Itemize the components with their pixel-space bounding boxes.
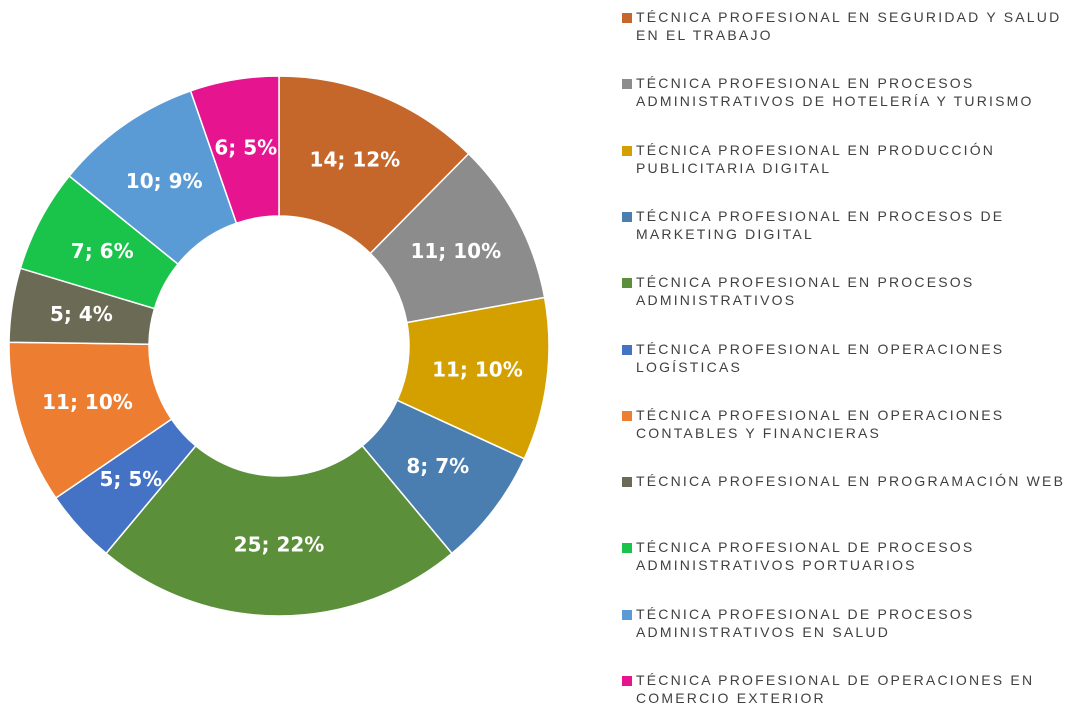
data-label: 5; 5%: [99, 467, 162, 491]
legend-item: TÉCNICA PROFESIONAL EN OPERACIONES CONTA…: [622, 406, 1072, 442]
data-label: 14; 12%: [310, 147, 401, 171]
legend-item: TÉCNICA PROFESIONAL DE OPERACIONES EN CO…: [622, 671, 1072, 707]
legend-item: TÉCNICA PROFESIONAL DE PROCESOS ADMINIST…: [622, 605, 1072, 641]
data-label: 6; 5%: [214, 135, 277, 159]
legend-swatch: [622, 278, 632, 289]
legend-swatch: [622, 145, 632, 156]
data-label: 7; 6%: [71, 239, 134, 263]
legend-item: TÉCNICA PROFESIONAL EN PROGRAMACIÓN WEB: [622, 472, 1072, 490]
slice: [189, 75, 280, 225]
legend-label: TÉCNICA PROFESIONAL EN PROGRAMACIÓN WEB: [636, 473, 1066, 490]
legend-swatch: [622, 477, 632, 488]
legend-swatch: [622, 211, 632, 222]
data-label: 5; 4%: [50, 302, 113, 326]
data-label: 11; 10%: [432, 357, 523, 381]
legend-item: TÉCNICA PROFESIONAL DE PROCESOS ADMINIST…: [622, 538, 1072, 574]
data-label: 11; 10%: [410, 239, 501, 263]
legend-label: TÉCNICA PROFESIONAL EN OPERACIONES CONTA…: [636, 406, 1005, 441]
legend-label: TÉCNICA PROFESIONAL EN SEGURIDAD Y SALUD…: [636, 9, 1062, 43]
legend-label: TÉCNICA PROFESIONAL EN PROCESOS DE MARKE…: [636, 207, 1005, 242]
legend-item: TÉCNICA PROFESIONAL EN PROCESOS ADMINIST…: [622, 273, 1072, 309]
slice: [105, 444, 453, 617]
legend-label: TÉCNICA PROFESIONAL DE PROCESOS ADMINIST…: [636, 539, 975, 574]
legend-swatch: [622, 344, 632, 355]
legend-label: TÉCNICA PROFESIONAL EN OPERACIONES LOGÍS…: [636, 340, 1005, 375]
legend-swatch: [622, 13, 632, 23]
legend-swatch: [622, 79, 632, 90]
legend-item: TÉCNICA PROFESIONAL EN SEGURIDAD Y SALUD…: [622, 8, 1072, 44]
legend-label: TÉCNICA PROFESIONAL EN PROCESOS ADMINIST…: [636, 75, 1034, 110]
legend-swatch: [622, 410, 632, 421]
slice: [278, 75, 470, 255]
legend-item: TÉCNICA PROFESIONAL EN PROCESOS DE MARKE…: [622, 207, 1072, 243]
legend-label: TÉCNICA PROFESIONAL DE OPERACIONES EN CO…: [636, 672, 1035, 706]
legend-label: TÉCNICA PROFESIONAL DE PROCESOS ADMINIST…: [636, 605, 975, 640]
legend-item: TÉCNICA PROFESIONAL EN OPERACIONES LOGÍS…: [622, 340, 1072, 376]
data-label: 25; 22%: [234, 533, 325, 557]
data-label: 10; 9%: [126, 169, 203, 193]
legend-swatch: [622, 609, 632, 620]
legend-label: TÉCNICA PROFESIONAL EN PROCESOS ADMINIST…: [636, 274, 975, 309]
legend-item: TÉCNICA PROFESIONAL EN PRODUCCIÓN PUBLIC…: [622, 141, 1072, 177]
chart: 14; 12% 11; 10% 11; 10% 8; 7% 25; 22% 5; 5% 11…: [8, 75, 550, 617]
data-label: 8; 7%: [406, 454, 469, 478]
legend-item: TÉCNICA PROFESIONAL EN PROCESOS ADMINIST…: [622, 74, 1072, 110]
legend-label: TÉCNICA PROFESIONAL EN PRODUCCIÓN PUBLIC…: [636, 141, 996, 176]
data-label: 11; 10%: [42, 390, 133, 414]
legend-swatch: [622, 543, 632, 554]
legend-swatch: [622, 676, 632, 686]
